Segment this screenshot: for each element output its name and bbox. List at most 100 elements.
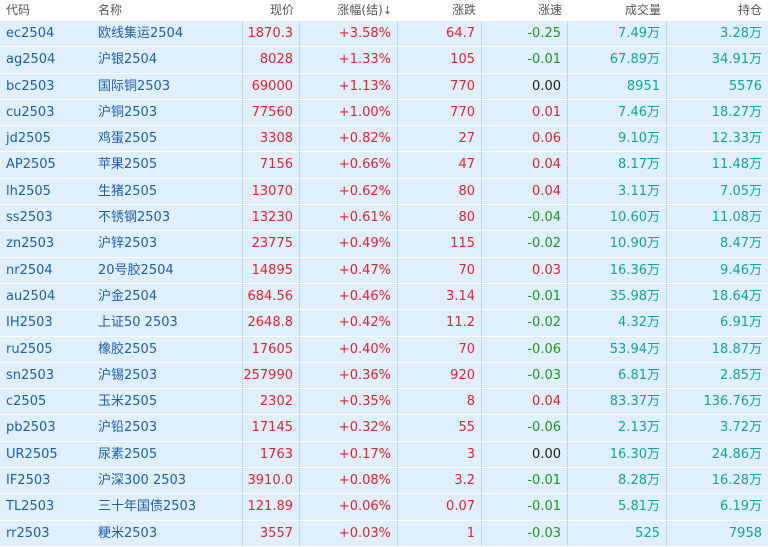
change-pct: +0.40% — [300, 336, 398, 362]
contract-name: 20号胶2504 — [95, 257, 243, 283]
last-price: 14895 — [243, 257, 300, 283]
open-interest: 9.46万 — [720, 262, 762, 278]
contract-code: bc2503 — [6, 78, 55, 94]
change-value: 0.07 — [398, 494, 482, 520]
header-change-pct[interactable]: 涨幅(结)↓ — [300, 0, 398, 20]
table-row[interactable]: ag2504 沪银2504 8028 +1.33% 105 -0.01 67.89万 34.9… — [0, 47, 768, 74]
change-speed: 0.04 — [482, 152, 568, 178]
last-price: 69000 — [243, 73, 300, 99]
table-row[interactable]: bc2503 国际铜2503 69000 +1.13% 770 0.00 8951 5576 — [0, 73, 768, 100]
header-price[interactable]: 现价 — [269, 3, 294, 17]
table-row[interactable]: IH2503 上证50 2503 2648.8 +0.42% 11.2 -0.02 4.32… — [0, 310, 768, 337]
change-speed: 0.04 — [482, 389, 568, 415]
open-interest: 136.76万 — [703, 394, 763, 410]
table-row[interactable]: au2504 沪金2504 684.56 +0.46% 3.14 -0.01 35.98万 1… — [0, 283, 768, 311]
change-value: 1 — [398, 520, 482, 546]
table-row[interactable]: nr2504 20号胶2504 14895 +0.47% 70 0.03 16.36万 9.4… — [0, 257, 768, 284]
open-interest: 18.87万 — [711, 341, 762, 357]
volume: 2.13万 — [568, 415, 667, 441]
change-speed: -0.01 — [482, 468, 568, 494]
table-row[interactable]: jd2505 鸡蛋2505 3308 +0.82% 27 0.06 9.10万 12.33万 — [0, 126, 768, 153]
contract-code: jd2505 — [6, 131, 51, 147]
table-row[interactable]: cu2503 沪铜2503 77560 +1.00% 770 0.01 7.46万 18.27… — [0, 99, 768, 127]
table-row[interactable]: ru2505 橡胶2505 17605 +0.40% 70 -0.06 53.94万 18.8… — [0, 336, 768, 363]
change-pct: +0.82% — [300, 126, 398, 152]
change-speed: 0.06 — [482, 126, 568, 152]
table-row[interactable]: c2505 玉米2505 2302 +0.35% 8 0.04 83.37万 136.76万 — [0, 389, 768, 416]
open-interest: 11.48万 — [711, 157, 762, 173]
contract-name: 尿素2505 — [95, 441, 243, 468]
volume: 8951 — [568, 73, 667, 99]
change-pct: +0.32% — [300, 415, 398, 441]
table-row[interactable]: AP2505 苹果2505 7156 +0.66% 47 0.04 8.17万 11.48万 — [0, 152, 768, 179]
last-price: 3308 — [243, 126, 300, 152]
open-interest: 7.05万 — [720, 183, 762, 199]
contract-name: 生猪2505 — [95, 178, 243, 205]
volume: 9.10万 — [568, 126, 667, 152]
volume: 10.90万 — [568, 231, 667, 257]
table-row[interactable]: IF2503 沪深300 2503 3910.0 +0.08% 3.2 -0.01 8.28… — [0, 468, 768, 495]
volume: 67.89万 — [568, 47, 667, 73]
change-speed: -0.01 — [482, 283, 568, 310]
change-pct: +0.17% — [300, 441, 398, 468]
open-interest: 7958 — [728, 525, 762, 541]
open-interest: 18.64万 — [711, 288, 762, 304]
contract-name: 不锈钢2503 — [95, 205, 243, 231]
change-value: 770 — [398, 73, 482, 99]
header-name[interactable]: 名称 — [98, 3, 123, 17]
change-value: 105 — [398, 47, 482, 73]
contract-name: 沪金2504 — [95, 283, 243, 310]
header-change[interactable]: 涨跌 — [451, 3, 476, 17]
last-price: 23775 — [243, 231, 300, 257]
volume: 53.94万 — [568, 336, 667, 362]
change-speed: -0.25 — [482, 21, 568, 47]
header-speed[interactable]: 涨速 — [537, 3, 562, 17]
table-row[interactable]: TL2503 三十年国债2503 121.89 +0.06% 0.07 -0.01 5.81… — [0, 494, 768, 521]
change-pct: +3.58% — [300, 21, 398, 47]
change-value: 64.7 — [398, 21, 482, 47]
open-interest: 11.08万 — [711, 210, 762, 226]
header-code[interactable]: 代码 — [6, 3, 31, 17]
contract-code: sn2503 — [6, 367, 55, 383]
table-row[interactable]: sn2503 沪锡2503 257990 +0.36% 920 -0.03 6.81万 2.8… — [0, 362, 768, 390]
volume: 16.36万 — [568, 257, 667, 283]
open-interest: 12.33万 — [711, 131, 762, 147]
last-price: 17605 — [243, 336, 300, 362]
contract-code: UR2505 — [6, 446, 58, 462]
table-row[interactable]: pb2503 沪铅2503 17145 +0.32% 55 -0.06 2.13万 3.72万 — [0, 415, 768, 442]
change-speed: 0.00 — [482, 73, 568, 99]
open-interest: 3.28万 — [720, 26, 762, 41]
contract-code: AP2505 — [6, 157, 56, 173]
change-speed: -0.06 — [482, 415, 568, 441]
change-value: 11.2 — [398, 310, 482, 336]
contract-name: 沪锌2503 — [95, 231, 243, 257]
table-row[interactable]: ec2504 欧线集运2504 1870.3 +3.58% 64.7 -0.25 7.49万… — [0, 21, 768, 48]
last-price: 1763 — [243, 441, 300, 468]
header-volume[interactable]: 成交量 — [624, 3, 661, 17]
volume: 3.11万 — [568, 178, 667, 205]
contract-name: 沪锡2503 — [95, 362, 243, 389]
change-pct: +0.03% — [300, 520, 398, 546]
last-price: 17145 — [243, 415, 300, 441]
contract-name: 沪铜2503 — [95, 99, 243, 126]
header-open-interest[interactable]: 持仓 — [737, 3, 762, 17]
contract-code: lh2505 — [6, 183, 51, 199]
table-row[interactable]: lh2505 生猪2505 13070 +0.62% 80 0.04 3.11万 7.05万 — [0, 178, 768, 206]
change-pct: +0.35% — [300, 389, 398, 415]
contract-code: ag2504 — [6, 52, 56, 68]
table-header: 代码 名称 现价 涨幅(结)↓ 涨跌 涨速 成交量 持仓 — [0, 0, 768, 21]
table-row[interactable]: ss2503 不锈钢2503 13230 +0.61% 80 -0.04 10.60万 11.… — [0, 205, 768, 232]
contract-code: ru2505 — [6, 341, 53, 357]
table-row[interactable]: rr2503 粳米2503 3557 +0.03% 1 -0.03 525 7958 — [0, 520, 768, 547]
volume: 35.98万 — [568, 283, 667, 310]
table-row[interactable]: UR2505 尿素2505 1763 +0.17% 3 0.00 16.30万 24.86万 — [0, 441, 768, 469]
sort-desc-icon: ↓ — [382, 4, 392, 17]
last-price: 8028 — [243, 47, 300, 73]
last-price: 13070 — [243, 178, 300, 205]
table-row[interactable]: zn2503 沪锌2503 23775 +0.49% 115 -0.02 10.90万 8.4… — [0, 231, 768, 258]
last-price: 77560 — [243, 99, 300, 126]
contract-name: 粳米2503 — [95, 520, 243, 546]
volume: 10.60万 — [568, 205, 667, 231]
change-pct: +1.33% — [300, 47, 398, 73]
change-value: 47 — [398, 152, 482, 178]
